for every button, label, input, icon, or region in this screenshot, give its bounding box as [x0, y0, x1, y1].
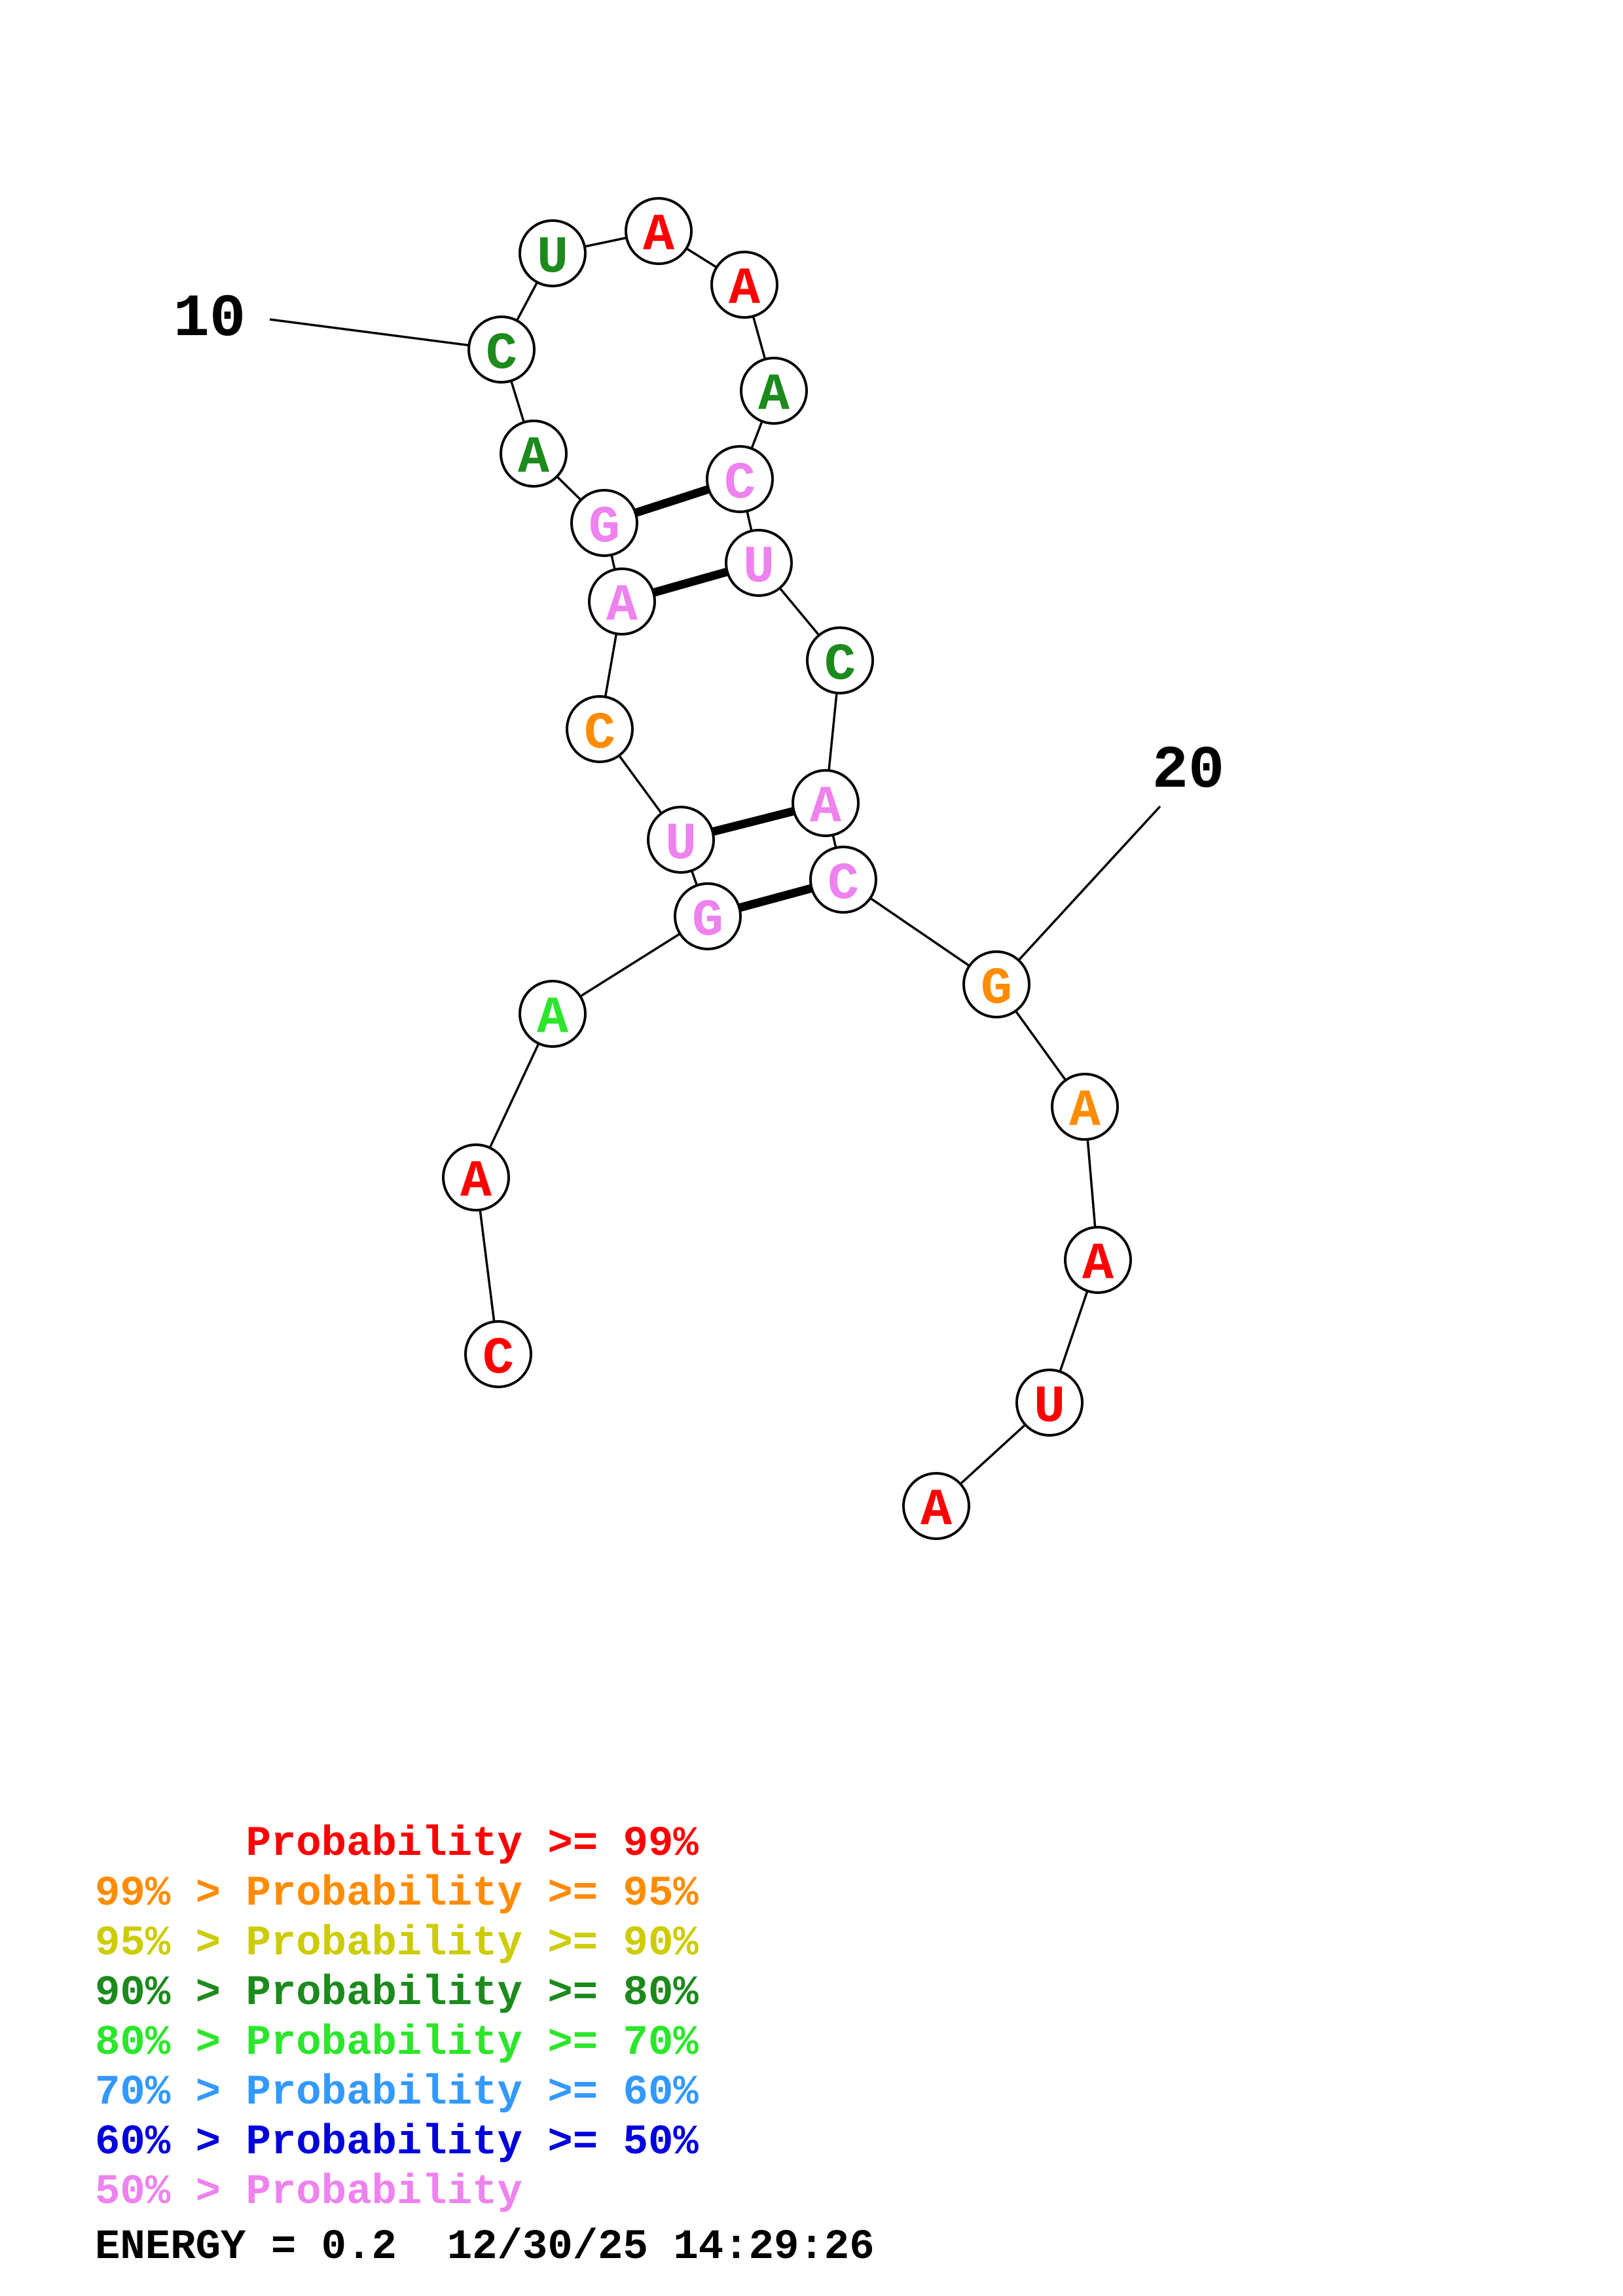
position-label: 10 [173, 285, 246, 353]
nucleotide-circle [674, 882, 742, 950]
nucleotide-letter: C [584, 704, 615, 764]
legend-row: 70% > Probability >= 60% [95, 2070, 699, 2117]
nucleotide-circle [792, 769, 860, 837]
nucleotide-circle [740, 357, 808, 425]
nucleotide-circle [725, 529, 793, 597]
energy-line: ENERGY = 0.2 12/30/25 14:29:26 [95, 2224, 875, 2271]
nucleotide-letter: A [518, 429, 550, 488]
nucleotide-letter: A [729, 260, 761, 319]
nucleotide-circle [706, 445, 774, 513]
nucleotide-letter: G [692, 891, 723, 951]
nucleotide-letter: U [1034, 1378, 1065, 1437]
nucleotide-circle [1064, 1226, 1132, 1294]
legend-row: 90% > Probability >= 80% [95, 1970, 699, 2017]
nucleotide-letter: A [810, 778, 842, 838]
nucleotide-letter: C [483, 1329, 514, 1389]
nucleotide-circle [809, 846, 877, 914]
position-label-line [269, 318, 502, 351]
legend-row: 95% > Probability >= 90% [95, 1920, 699, 1967]
legend-row: Probability >= 99% [95, 1821, 699, 1868]
nucleotide-letter: U [743, 538, 775, 598]
legend-row: 80% > Probability >= 70% [95, 2020, 699, 2067]
nucleotide-letter: A [758, 366, 790, 425]
nucleotide-circle [902, 1472, 970, 1540]
nucleotide-circle [570, 489, 638, 557]
nucleotide-letter: C [486, 325, 517, 384]
nucleotide-circle [467, 315, 536, 384]
nucleotide-circle [647, 806, 715, 874]
nucleotide-letter: A [643, 206, 675, 266]
nucleotide-circle [806, 626, 874, 694]
nucleotide-circle [710, 251, 778, 319]
nucleotide-letter: G [589, 498, 620, 558]
position-label-line [995, 805, 1161, 986]
nucleotide-circle [442, 1143, 510, 1211]
nucleotide-letter: G [981, 960, 1012, 1019]
nucleotide-circle [519, 219, 587, 287]
nucleotide-letter: A [1082, 1235, 1114, 1295]
nucleotide-circle [962, 950, 1030, 1018]
legend-row: 50% > Probability [95, 2169, 522, 2216]
nucleotide-circle [588, 567, 656, 636]
nucleotide-letter: A [460, 1153, 492, 1212]
nucleotide-circle [519, 980, 587, 1048]
nucleotide-letter: A [1069, 1082, 1101, 1141]
nucleotide-letter: C [824, 636, 856, 695]
nucleotide-letter: A [606, 577, 638, 636]
nucleotide-circle [1015, 1369, 1084, 1437]
position-label: 20 [1152, 736, 1224, 805]
nucleotide-circle [625, 197, 693, 265]
nucleotide-circle [500, 420, 568, 488]
nucleotide-letter: C [828, 855, 859, 914]
nucleotide-letter: U [665, 815, 697, 874]
nucleotide-circle [566, 695, 634, 763]
nucleotide-letter: C [724, 454, 756, 514]
legend-row: 60% > Probability >= 50% [95, 2119, 699, 2166]
nucleotide-letter: A [921, 1481, 953, 1541]
nucleotide-circle [464, 1320, 532, 1388]
nucleotide-letter: U [537, 228, 568, 288]
nucleotide-letter: A [537, 989, 569, 1049]
nucleotide-circle [1051, 1073, 1119, 1141]
probability-legend: Probability >= 99% 99% > Probability >= … [95, 1820, 699, 2217]
legend-row: 99% > Probability >= 95% [95, 1871, 699, 1918]
